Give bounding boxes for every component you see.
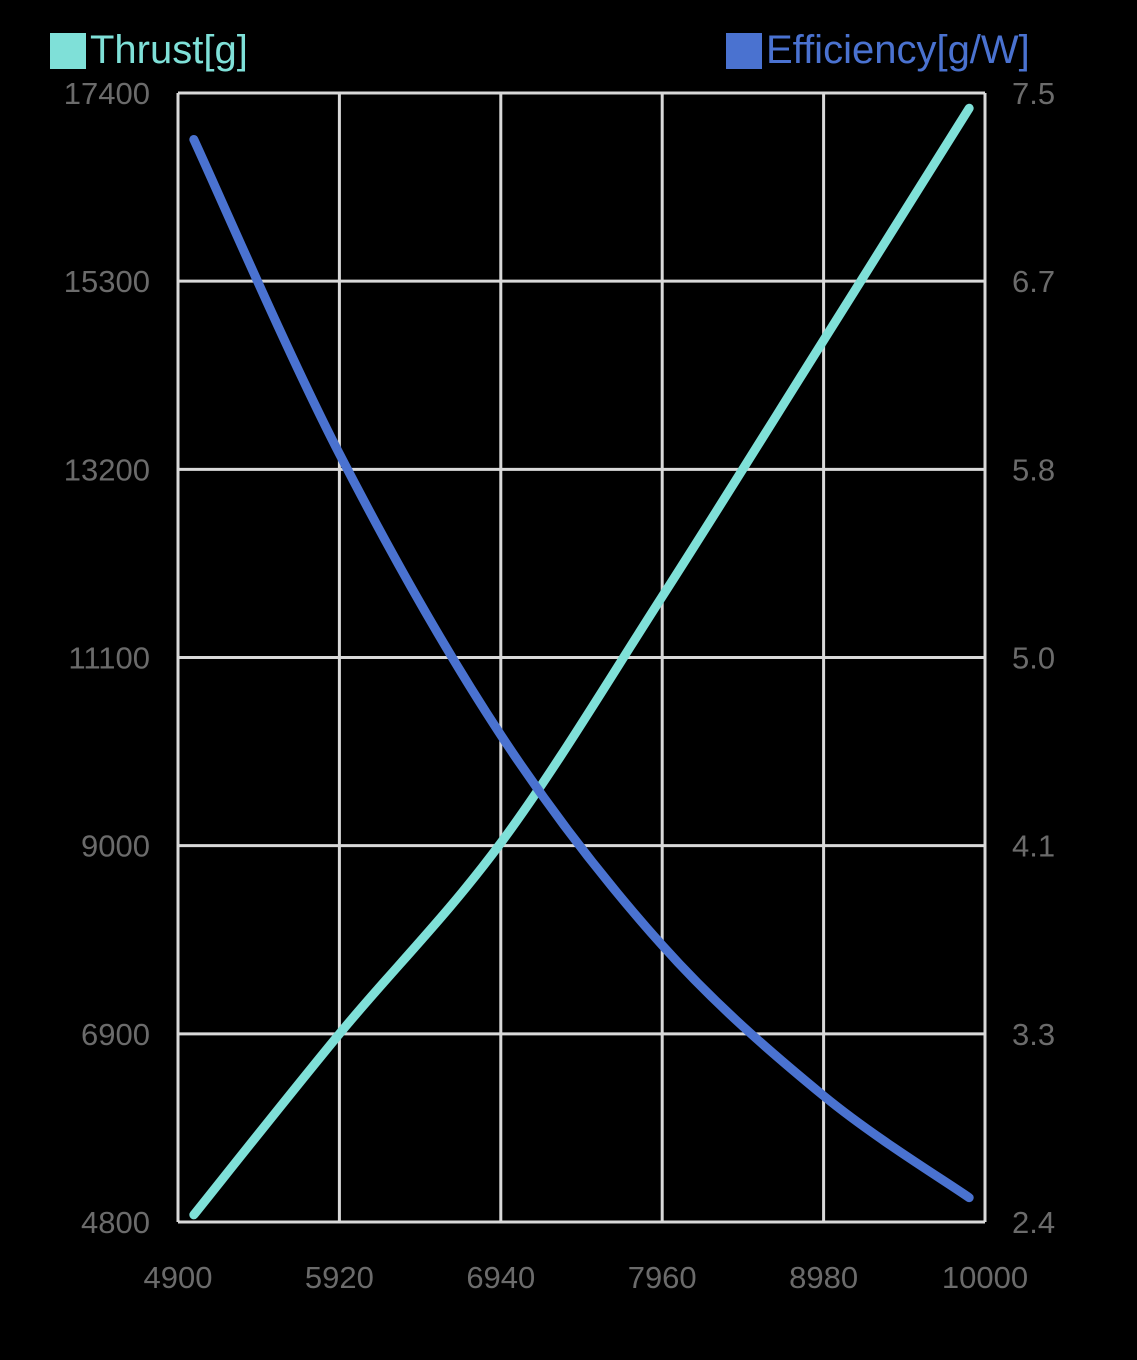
y2-tick-label: 2.4 — [1012, 1205, 1055, 1240]
x-axis-ticks: 4900 5920 6940 7960 8980 10000 — [144, 1260, 1029, 1295]
thrust-swatch-icon — [50, 32, 86, 69]
grid-lines — [176, 91, 987, 1224]
y2-tick-label: 6.7 — [1012, 264, 1055, 299]
y-tick-label: 9000 — [81, 829, 150, 864]
y-tick-label: 6900 — [81, 1017, 150, 1052]
y2-tick-label: 4.1 — [1012, 829, 1055, 864]
x-tick-label: 8980 — [789, 1260, 858, 1295]
x-tick-label: 6940 — [466, 1260, 535, 1295]
efficiency-line — [189, 134, 974, 1203]
legend-thrust: Thrust[g] — [50, 28, 248, 73]
y-tick-label: 11100 — [68, 641, 150, 676]
efficiency-swatch-icon — [726, 32, 762, 69]
y2-tick-label: 3.3 — [1012, 1017, 1055, 1052]
y-tick-label: 17400 — [64, 76, 150, 111]
x-tick-label: 4900 — [144, 1260, 213, 1295]
y-axis-right-ticks: 2.4 3.3 4.1 5.0 5.8 6.7 7.5 — [1012, 76, 1055, 1240]
legend-efficiency-label: Efficiency[g/W] — [766, 28, 1030, 72]
y2-tick-label: 5.0 — [1012, 641, 1055, 676]
y-tick-label: 4800 — [81, 1205, 150, 1240]
y-tick-label: 13200 — [64, 452, 150, 487]
legend-thrust-label: Thrust[g] — [90, 28, 248, 72]
y-axis-left-ticks: 4800 6900 9000 11100 13200 15300 17400 — [64, 76, 150, 1240]
y2-tick-label: 7.5 — [1012, 76, 1055, 111]
x-tick-label: 7960 — [628, 1260, 697, 1295]
y2-tick-label: 5.8 — [1012, 452, 1055, 487]
thrust-line — [189, 103, 974, 1220]
y-tick-label: 15300 — [64, 264, 150, 299]
legend-efficiency: Efficiency[g/W] — [726, 28, 1030, 73]
x-tick-label: 5920 — [305, 1260, 374, 1295]
series-lines — [189, 103, 974, 1220]
x-tick-label: 10000 — [942, 1260, 1028, 1295]
